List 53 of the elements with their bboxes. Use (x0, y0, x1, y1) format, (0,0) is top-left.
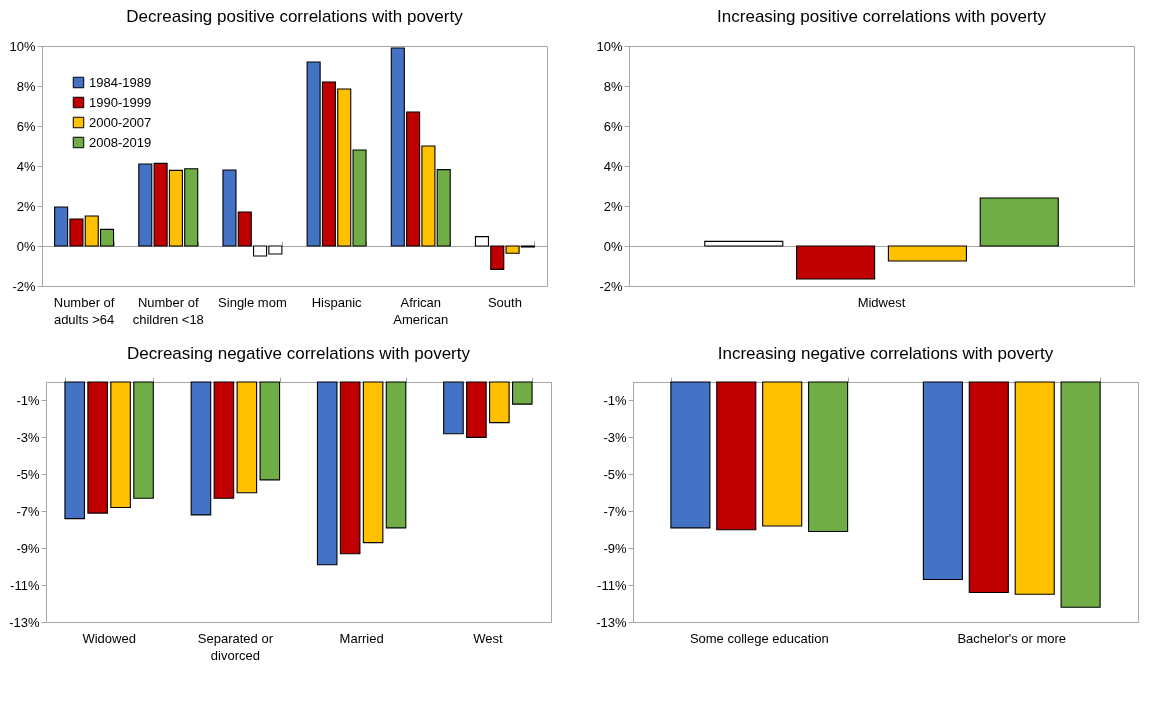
legend-label: 1984-1989 (89, 74, 152, 90)
y-tick-label: 10% (9, 38, 36, 54)
y-tick-label: -2% (599, 278, 623, 294)
y-tick-label: -9% (603, 540, 627, 556)
y-tick-label: 0% (16, 238, 36, 254)
y-tick-label: -2% (12, 278, 36, 294)
bar (704, 240, 784, 247)
legend-label: 1990-1999 (89, 94, 152, 110)
y-tick-label: 2% (16, 198, 36, 214)
bar (979, 197, 1059, 247)
legend-label: 2008-2019 (89, 134, 152, 150)
x-tick-label: Midwest (857, 294, 906, 310)
bar (887, 245, 967, 262)
y-tick-label: 4% (16, 158, 36, 174)
y-tick-label: -1% (16, 392, 40, 408)
y-tick-label: 8% (603, 78, 623, 94)
x-tick-label: African American (393, 294, 449, 327)
chart-title: Decreasing positive correlations with poverty (126, 7, 464, 26)
legend-label: 2000-2007 (89, 114, 152, 130)
y-tick-label: -3% (16, 429, 40, 445)
x-tick-label: Separated or divorced (197, 630, 274, 663)
chart-title: Increasing negative correlations with poverty (717, 343, 1054, 363)
y-tick-label: 6% (16, 118, 36, 134)
x-tick-label: Married (339, 630, 384, 646)
bar (796, 245, 876, 280)
y-tick-label: -11% (10, 577, 40, 593)
y-tick-label: -5% (603, 466, 627, 482)
x-tick-label: Number of children <18 (132, 294, 204, 327)
y-tick-label: -13% (596, 614, 627, 630)
y-tick-label: -7% (603, 503, 627, 519)
y-tick-label: 4% (603, 158, 623, 174)
x-tick-label: Hispanic (311, 294, 363, 310)
y-tick-label: -9% (16, 540, 40, 556)
y-tick-label: 0% (603, 238, 623, 254)
y-tick-label: 6% (603, 118, 623, 134)
x-tick-label: Bachelor's or more (957, 630, 1067, 646)
x-tick-label: Some college education (689, 630, 829, 646)
x-tick-label: Widowed (82, 630, 136, 646)
chart-title: Increasing positive correlations with poverty (717, 7, 1047, 26)
y-tick-label: -11% (597, 577, 627, 593)
y-tick-label: -7% (16, 503, 40, 519)
y-tick-label: 8% (16, 78, 36, 94)
y-tick-label: 10% (596, 38, 623, 54)
y-tick-label: -1% (603, 392, 627, 408)
x-tick-label: Single mom (218, 294, 287, 310)
chart-title: Decreasing negative correlations with poverty (126, 343, 471, 363)
x-tick-label: West (473, 630, 503, 646)
y-tick-label: 2% (603, 198, 623, 214)
y-tick-label: -3% (603, 429, 627, 445)
x-tick-label: South (487, 294, 522, 310)
x-tick-label: Number of adults >64 (53, 294, 115, 327)
y-tick-label: -13% (9, 614, 40, 630)
y-tick-label: -5% (16, 466, 40, 482)
